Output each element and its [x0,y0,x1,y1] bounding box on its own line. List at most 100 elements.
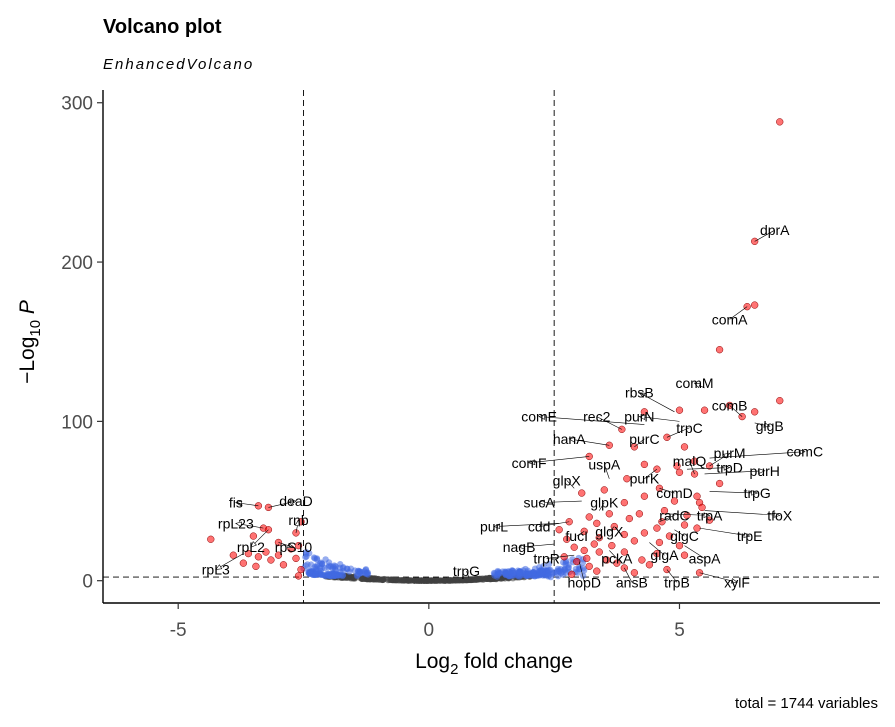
significant-point [570,543,578,551]
fc-point [346,568,353,575]
arrow-head [723,452,731,459]
label-connector [649,542,665,556]
ns-point [477,575,484,583]
gene-label: hopD [568,574,601,590]
fc-point [537,566,545,573]
significant-point [683,511,691,520]
label-connector [576,531,585,537]
significant-point [605,510,613,518]
label-connector [729,306,748,320]
fc-point [362,566,369,574]
x-axis-title-subscript: 2 [450,661,458,678]
significant-point [640,529,649,537]
arrow-head [215,564,223,570]
fc-point [303,553,310,560]
significant-point [700,406,709,414]
chart-subtitle: EnhancedVolcano [103,56,254,73]
label-connector [578,561,585,583]
gene-label: purN [624,409,654,425]
significant-point [568,570,576,578]
significant-point [555,526,563,534]
arrow-head [287,542,295,549]
significant-point [655,538,664,547]
gene-label: trpE [737,528,763,544]
ns-point [421,577,428,584]
y-axis-title-subscript: 10 [27,320,44,337]
significant-point [590,540,598,548]
significant-point [578,489,586,497]
y-axis-title: −Log10 P [16,300,44,384]
arrow-head [538,414,546,420]
x-axis-title-rest: fold change [458,650,572,673]
significant-point [675,406,684,414]
arrow-head [798,449,806,455]
significant-point [673,462,681,470]
label-connector [684,545,705,559]
arrow-head [235,521,243,528]
ns-point [448,577,455,584]
significant-point [573,557,581,566]
fc-point [565,561,572,568]
label-connector [666,427,690,438]
gene-label: glgC [670,528,699,544]
label-connector [659,515,675,523]
label-connector [466,571,470,578]
significant-point [705,516,714,524]
fc-point [530,568,537,576]
gene-label: purH [750,463,780,479]
label-connector [639,392,675,413]
label-connector [519,543,555,548]
gene-label: rpL2 [237,539,265,555]
significant-point [693,492,701,500]
label-connector [644,468,658,479]
ns-point [414,577,422,584]
gene-label: trpG [453,563,480,579]
gene-label: rbsB [625,385,654,401]
arrow-head [743,532,751,538]
significant-point [640,492,649,500]
significant-point [665,532,674,540]
significant-point [690,457,699,465]
significant-point [680,551,689,559]
significant-point [680,521,689,529]
significant-point [297,565,305,574]
gene-label: rnb [288,512,308,528]
ns-point [370,576,377,583]
label-connector [493,523,560,527]
gene-label: purM [714,445,746,461]
x-tick-label: 5 [674,620,685,641]
gene-label: ansB [616,574,648,590]
arrow-head [751,490,758,496]
significant-point [675,541,684,550]
label-connector [674,529,685,537]
significant-point [751,408,759,416]
significant-point [630,569,639,577]
gene-label: fucI [565,528,588,544]
arrow-head [538,499,546,506]
chart-caption: total = 1744 variables [735,695,878,712]
label-connector [709,491,758,494]
gene-label: comB [712,397,748,413]
significant-point [207,535,215,543]
arrow-head [730,578,738,584]
significant-points [207,118,784,580]
fc-point [325,570,332,578]
arrow-head [518,543,526,550]
significant-point [267,556,275,564]
y-tick-label: 200 [61,253,93,274]
significant-point [620,548,628,556]
ns-point [387,576,395,583]
significant-point [620,530,628,539]
gene-label: dprA [760,222,790,238]
fc-point [545,560,553,568]
gene-label: hanA [553,431,586,447]
arrow-head [723,465,731,471]
arrow-head [289,499,297,506]
gene-label: glgB [756,418,784,434]
label-connector [699,527,750,537]
gene-label: tfoX [767,507,793,523]
significant-point [663,433,671,441]
significant-point [593,519,601,527]
